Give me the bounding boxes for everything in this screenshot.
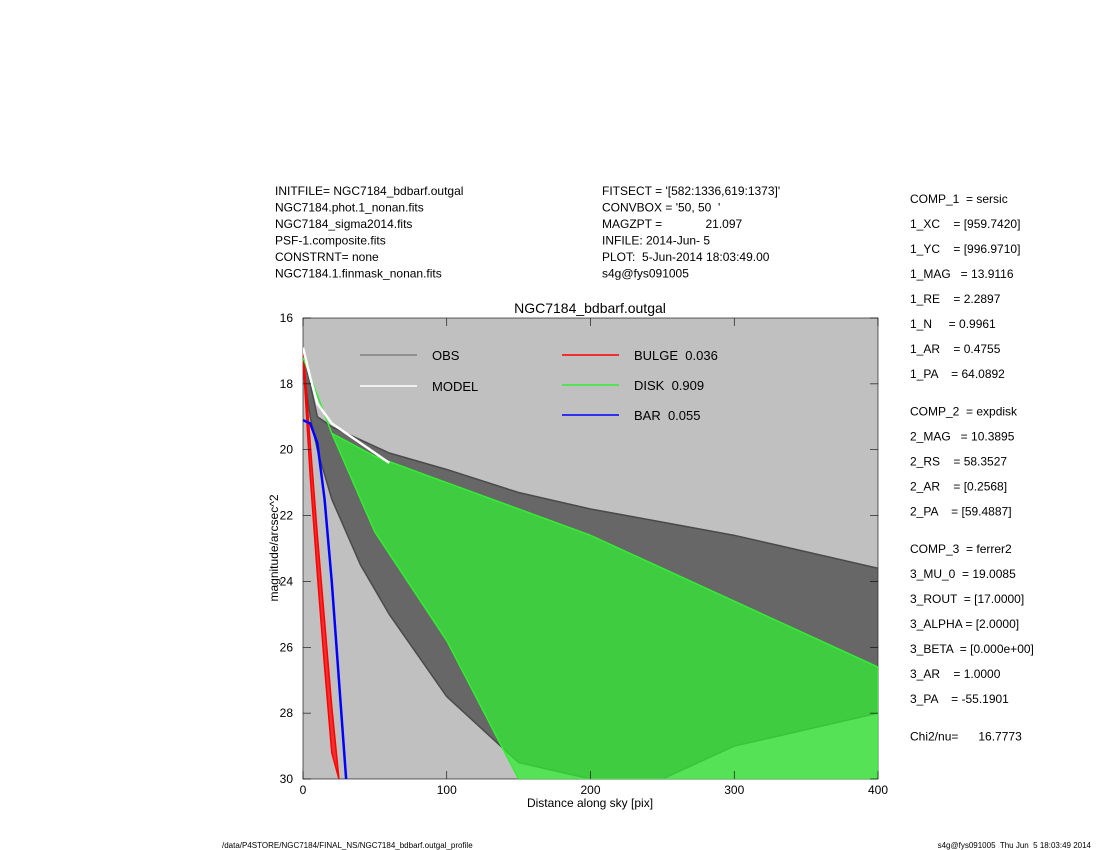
x-tick-label: 100	[437, 783, 457, 797]
param-line: 1_RE = 2.2897	[910, 292, 1001, 306]
param-line: 2_AR = [0.2568]	[910, 480, 1007, 494]
info-line: INITFILE= NGC7184_bdbarf.outgal	[275, 184, 463, 198]
param-line: COMP_2 = expdisk	[910, 405, 1018, 419]
legend-label: OBS	[432, 348, 460, 363]
param-line: 3_ALPHA = [2.0000]	[910, 617, 1019, 631]
info-line: s4g@fys091005	[602, 267, 689, 281]
param-line: 1_PA = 64.0892	[910, 367, 1005, 381]
y-tick-label: 16	[280, 311, 294, 325]
y-tick-label: 28	[280, 706, 294, 720]
info-line: PLOT: 5-Jun-2014 18:03:49.00	[602, 250, 770, 264]
param-line: 3_MU_0 = 19.0085	[910, 567, 1016, 581]
plot-marks	[303, 347, 878, 779]
param-line: COMP_3 = ferrer2	[910, 542, 1012, 556]
info-line: PSF-1.composite.fits	[275, 234, 386, 248]
param-line: Chi2/nu= 16.7773	[910, 730, 1022, 744]
band	[303, 357, 878, 779]
y-tick-label: 22	[280, 509, 294, 523]
param-line: COMP_1 = sersic	[910, 192, 1008, 206]
footer-path: /data/P4STORE/NGC7184/FINAL_NS/NGC7184_b…	[222, 841, 473, 850]
param-line: 1_AR = 0.4755	[910, 342, 1001, 356]
param-line: 2_MAG = 10.3895	[910, 430, 1015, 444]
x-tick-label: 200	[580, 783, 600, 797]
param-line: 2_PA = [59.4887]	[910, 505, 1012, 519]
info-line: INFILE: 2014-Jun- 5	[602, 234, 710, 248]
param-line: 1_N = 0.9961	[910, 317, 996, 331]
x-tick-label: 400	[868, 783, 888, 797]
y-tick-label: 24	[280, 574, 294, 588]
info-line: NGC7184_sigma2014.fits	[275, 217, 412, 231]
param-line: 2_RS = 58.3527	[910, 455, 1007, 469]
chart-title: NGC7184_bdbarf.outgal	[514, 300, 666, 316]
y-axis-label: magnitude/arcsec^2	[267, 494, 281, 601]
line	[303, 347, 390, 464]
param-line: 1_MAG = 13.9116	[910, 267, 1014, 281]
param-line: 3_PA = -55.1901	[910, 692, 1009, 706]
info-line: MAGZPT = 21.097	[602, 217, 742, 231]
band	[303, 347, 340, 779]
legend-label: DISK 0.909	[634, 378, 704, 393]
info-line: NGC7184.phot.1_nonan.fits	[275, 201, 424, 215]
info-line: CONSTRNT= none	[275, 250, 379, 264]
y-tick-label: 30	[280, 772, 294, 786]
y-tick-label: 18	[280, 377, 294, 391]
legend-label: MODEL	[432, 379, 478, 394]
param-line: 3_ROUT = [17.0000]	[910, 592, 1024, 606]
param-line: 3_BETA = [0.000e+00]	[910, 642, 1034, 656]
line	[303, 418, 348, 779]
footer-stamp: s4g@fys091005 Thu Jun 5 18:03:49 2014	[938, 841, 1092, 850]
x-tick-label: 300	[724, 783, 744, 797]
param-line: 1_XC = [959.7420]	[910, 217, 1020, 231]
y-tick-label: 26	[280, 640, 294, 654]
param-line: 3_AR = 1.0000	[910, 667, 1001, 681]
info-line: CONVBOX = '50, 50 '	[602, 201, 720, 215]
info-line: FITSECT = '[582:1336,619:1373]'	[602, 184, 780, 198]
legend-label: BULGE 0.036	[634, 348, 718, 363]
x-axis-label: Distance along sky [pix]	[527, 796, 653, 810]
info-line: NGC7184.1.finmask_nonan.fits	[275, 267, 442, 281]
y-tick-label: 20	[280, 443, 294, 457]
legend-label: BAR 0.055	[634, 408, 701, 423]
x-tick-label: 0	[300, 783, 307, 797]
param-line: 1_YC = [996.9710]	[910, 242, 1020, 256]
